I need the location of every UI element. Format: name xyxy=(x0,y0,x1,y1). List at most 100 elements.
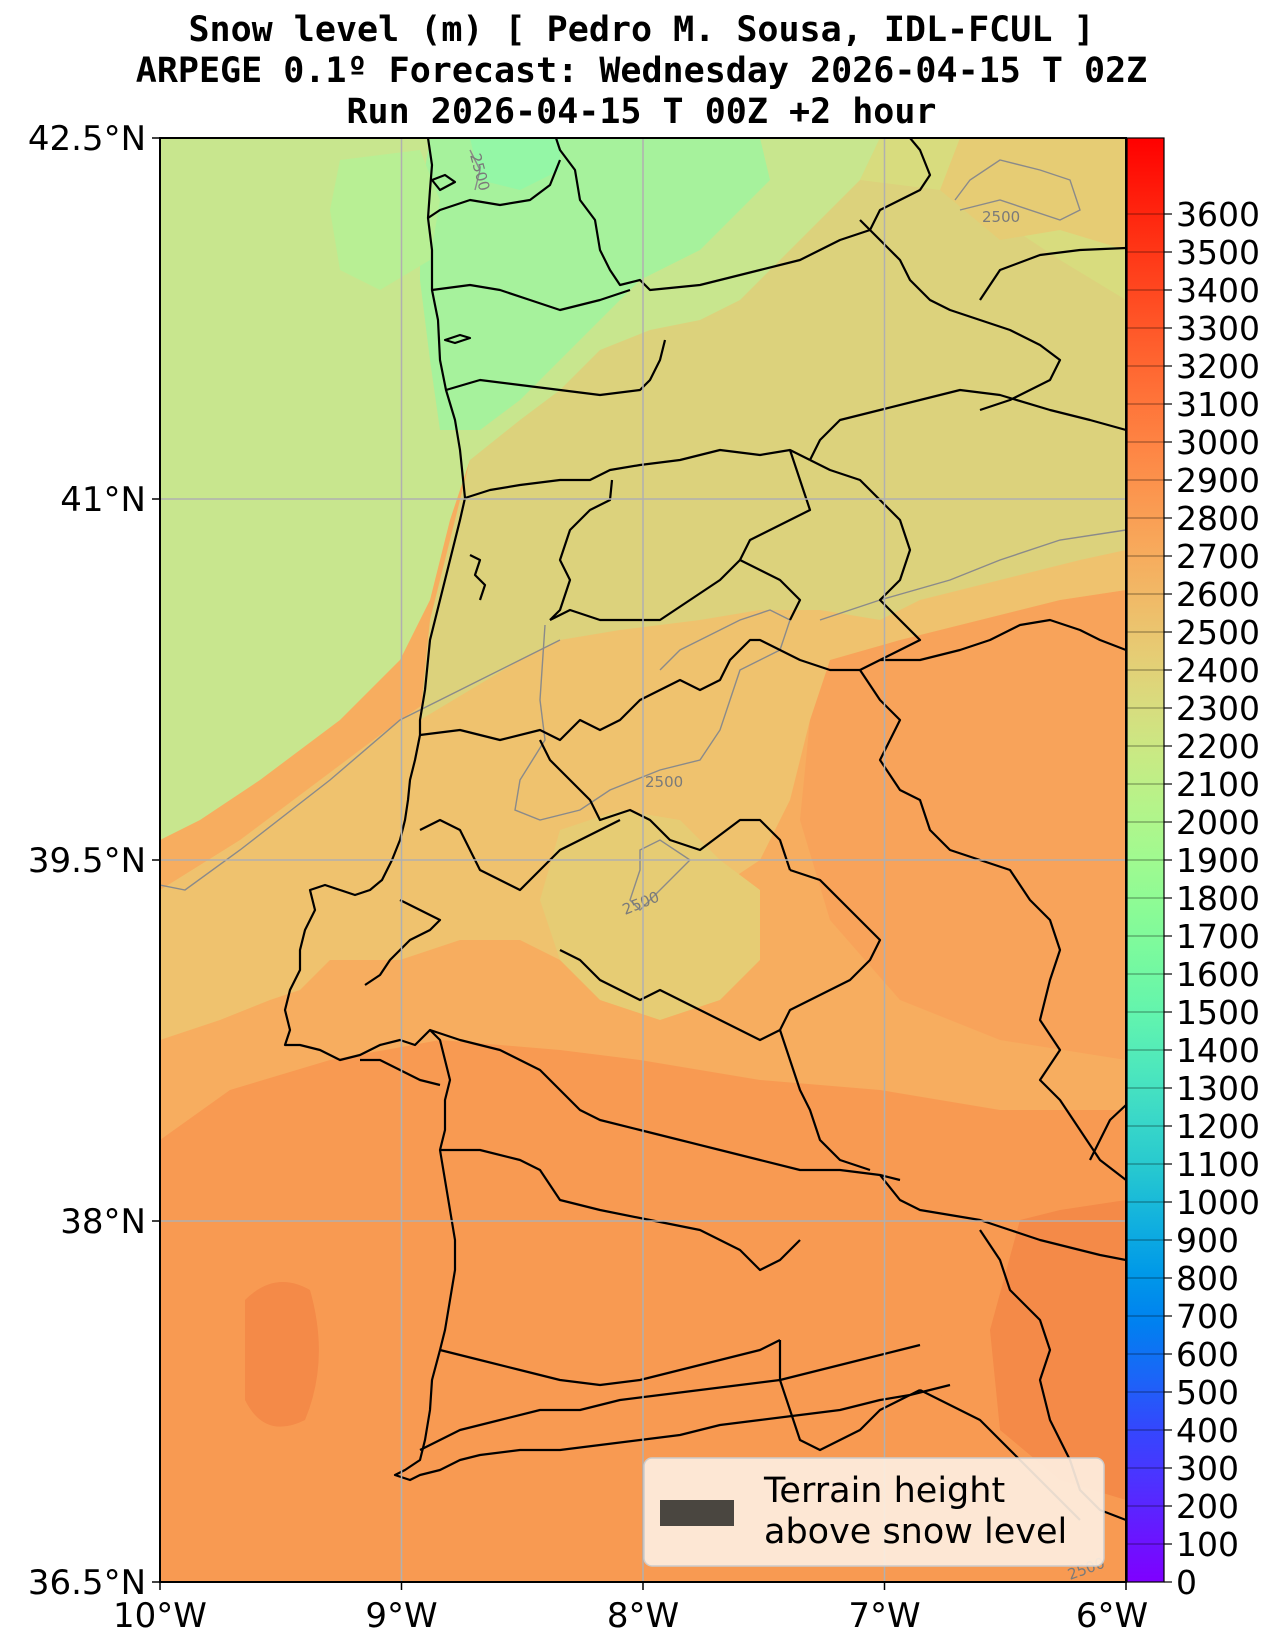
contour-2500-ne xyxy=(954,159,1081,221)
border-tejo-north xyxy=(539,739,792,871)
colorbar-label: 2400 xyxy=(1176,651,1260,690)
contour-label: 2500 xyxy=(645,773,683,791)
colorbar-label: 800 xyxy=(1176,1259,1239,1298)
y-tick-label: 39.5°N xyxy=(28,841,146,881)
field-2900-sw xyxy=(245,1282,319,1427)
field-2300 xyxy=(160,138,880,840)
field-2550-centre xyxy=(540,810,760,1020)
colorbar-label: 500 xyxy=(1176,1373,1239,1412)
contour-2500-east xyxy=(819,529,1126,621)
border-douro-east xyxy=(809,388,1126,461)
border-minho xyxy=(427,159,562,219)
legend: Terrain height above snow level xyxy=(643,1457,1105,1567)
colorbar-label: 1300 xyxy=(1176,1069,1260,1108)
border-extremadura xyxy=(1089,1104,1126,1161)
border-andalucia xyxy=(879,1174,1126,1262)
colorbar-label: 3000 xyxy=(1176,423,1260,462)
border-algarve-north xyxy=(439,1339,781,1387)
colorbar-label: 3100 xyxy=(1176,385,1260,424)
y-tick-label: 42.5°N xyxy=(28,119,146,159)
field-2900-se xyxy=(990,1200,1126,1500)
colorbar-label: 3300 xyxy=(1176,309,1260,348)
contour-2500-blob xyxy=(629,839,692,911)
colorbar-label: 2200 xyxy=(1176,727,1260,766)
colorbar-label: 2800 xyxy=(1176,499,1260,538)
y-tick-labels: 42.5°N 41°N 39.5°N 38°N 36.5°N xyxy=(28,119,146,1603)
border-beira-west xyxy=(549,479,614,621)
colorbar-label: 2100 xyxy=(1176,765,1260,804)
border-douro xyxy=(464,448,811,500)
colorbar-label: 1100 xyxy=(1176,1145,1260,1184)
colorbar-label: 100 xyxy=(1176,1525,1239,1564)
title-line-2: ARPEGE 0.1º Forecast: Wednesday 2026-04-… xyxy=(135,51,1148,91)
legend-label-line-2: above snow level xyxy=(764,1512,1067,1552)
colorbar-label: 2300 xyxy=(1176,689,1260,728)
title-line-3: Run 2026-04-15 T 00Z +2 hour xyxy=(346,92,937,132)
x-tick-label: 8°W xyxy=(607,1596,679,1636)
border-centro xyxy=(419,638,860,742)
border-east-spain-1 xyxy=(809,459,922,671)
colorbar-label: 600 xyxy=(1176,1335,1239,1374)
field-1900-north xyxy=(470,138,560,190)
colorbar-label: 1500 xyxy=(1176,993,1260,1032)
border-beira-east xyxy=(738,449,812,621)
islet-north xyxy=(430,173,457,192)
x-tick-label: 10°W xyxy=(113,1596,207,1636)
x-tick-label: 6°W xyxy=(1076,1596,1148,1636)
colorbar-ticks: 0100200300400500600700800900100011001200… xyxy=(1127,195,1260,1602)
colorbar-label: 1700 xyxy=(1176,917,1260,956)
border-alentejo-north xyxy=(559,949,781,1042)
field-2100-nw xyxy=(330,150,440,290)
x-tick-labels: 10°W 9°W 8°W 7°W 6°W xyxy=(113,1596,1148,1636)
x-tick-label: 7°W xyxy=(848,1596,920,1636)
border-tras-os-montes xyxy=(859,219,1062,412)
border-alentejo-east xyxy=(779,868,882,1031)
colorbar-label: 1900 xyxy=(1176,841,1260,880)
border-beira-mid xyxy=(549,559,741,622)
border-baixo-alentejo xyxy=(429,1028,901,1182)
gridlines xyxy=(160,138,1126,1582)
colorbar-label: 2500 xyxy=(1176,613,1260,652)
title-line-1: Snow level (m) [ Pedro M. Sousa, IDL-FCU… xyxy=(188,10,1095,50)
border-ribatejo xyxy=(419,818,621,892)
colorbar-label: 3400 xyxy=(1176,271,1260,310)
field-2000 xyxy=(420,138,770,430)
border-east-spain-2 xyxy=(880,618,1126,662)
border-lima xyxy=(431,283,631,312)
colorbar-label: 2700 xyxy=(1176,537,1260,576)
axis-ticks xyxy=(152,137,1127,1590)
y-tick-label: 36.5°N xyxy=(28,1563,146,1603)
y-tick-label: 38°N xyxy=(60,1202,146,1242)
border-ne-spain xyxy=(979,246,1126,301)
colorbar-label: 2000 xyxy=(1176,803,1260,842)
colorbar-label: 900 xyxy=(1176,1221,1239,1260)
legend-patch xyxy=(660,1500,734,1526)
colorbar-label: 1200 xyxy=(1176,1107,1260,1146)
colorbar-label: 1400 xyxy=(1176,1031,1260,1070)
contour-2500-coast xyxy=(160,639,561,891)
border-algarve-inland xyxy=(419,1343,921,1451)
colorbar-label: 300 xyxy=(1176,1449,1239,1488)
border-north-galicia xyxy=(554,138,932,292)
colorbar-label: 0 xyxy=(1176,1563,1197,1602)
colorbar-label: 200 xyxy=(1176,1487,1239,1526)
colorbar-frame xyxy=(1126,137,1165,1583)
colorbar-label: 2600 xyxy=(1176,575,1260,614)
legend-box xyxy=(643,1457,1105,1567)
field-2750-east xyxy=(800,590,1126,1060)
x-tick-label: 9°W xyxy=(365,1596,437,1636)
islet-minho xyxy=(443,333,472,345)
border-south-alentejo xyxy=(440,1148,801,1272)
colorbar-label: 3600 xyxy=(1176,195,1260,234)
sado-estuary xyxy=(360,1058,441,1087)
y-tick-label: 41°N xyxy=(60,480,146,520)
colorbar-label: 1000 xyxy=(1176,1183,1260,1222)
legend-label-line-1: Terrain height xyxy=(763,1471,1005,1511)
contour-2500-centre xyxy=(514,609,791,821)
contour-lines xyxy=(160,149,1126,911)
field-2550-ne-corner xyxy=(940,138,1126,250)
colorbar-label: 2900 xyxy=(1176,461,1260,500)
border-algarve-east xyxy=(778,1340,921,1452)
contour-label: 2500 xyxy=(982,208,1020,226)
colorbar-label: 3200 xyxy=(1176,347,1260,386)
